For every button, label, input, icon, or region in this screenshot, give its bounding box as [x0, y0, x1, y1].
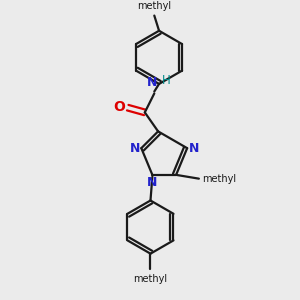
Text: O: O	[113, 100, 125, 114]
Text: N: N	[130, 142, 140, 155]
Text: N: N	[147, 76, 158, 89]
Text: N: N	[147, 176, 158, 189]
Text: methyl: methyl	[202, 174, 236, 184]
Text: H: H	[162, 74, 171, 87]
Text: N: N	[189, 142, 199, 155]
Text: methyl: methyl	[137, 1, 171, 11]
Text: methyl: methyl	[134, 274, 167, 284]
